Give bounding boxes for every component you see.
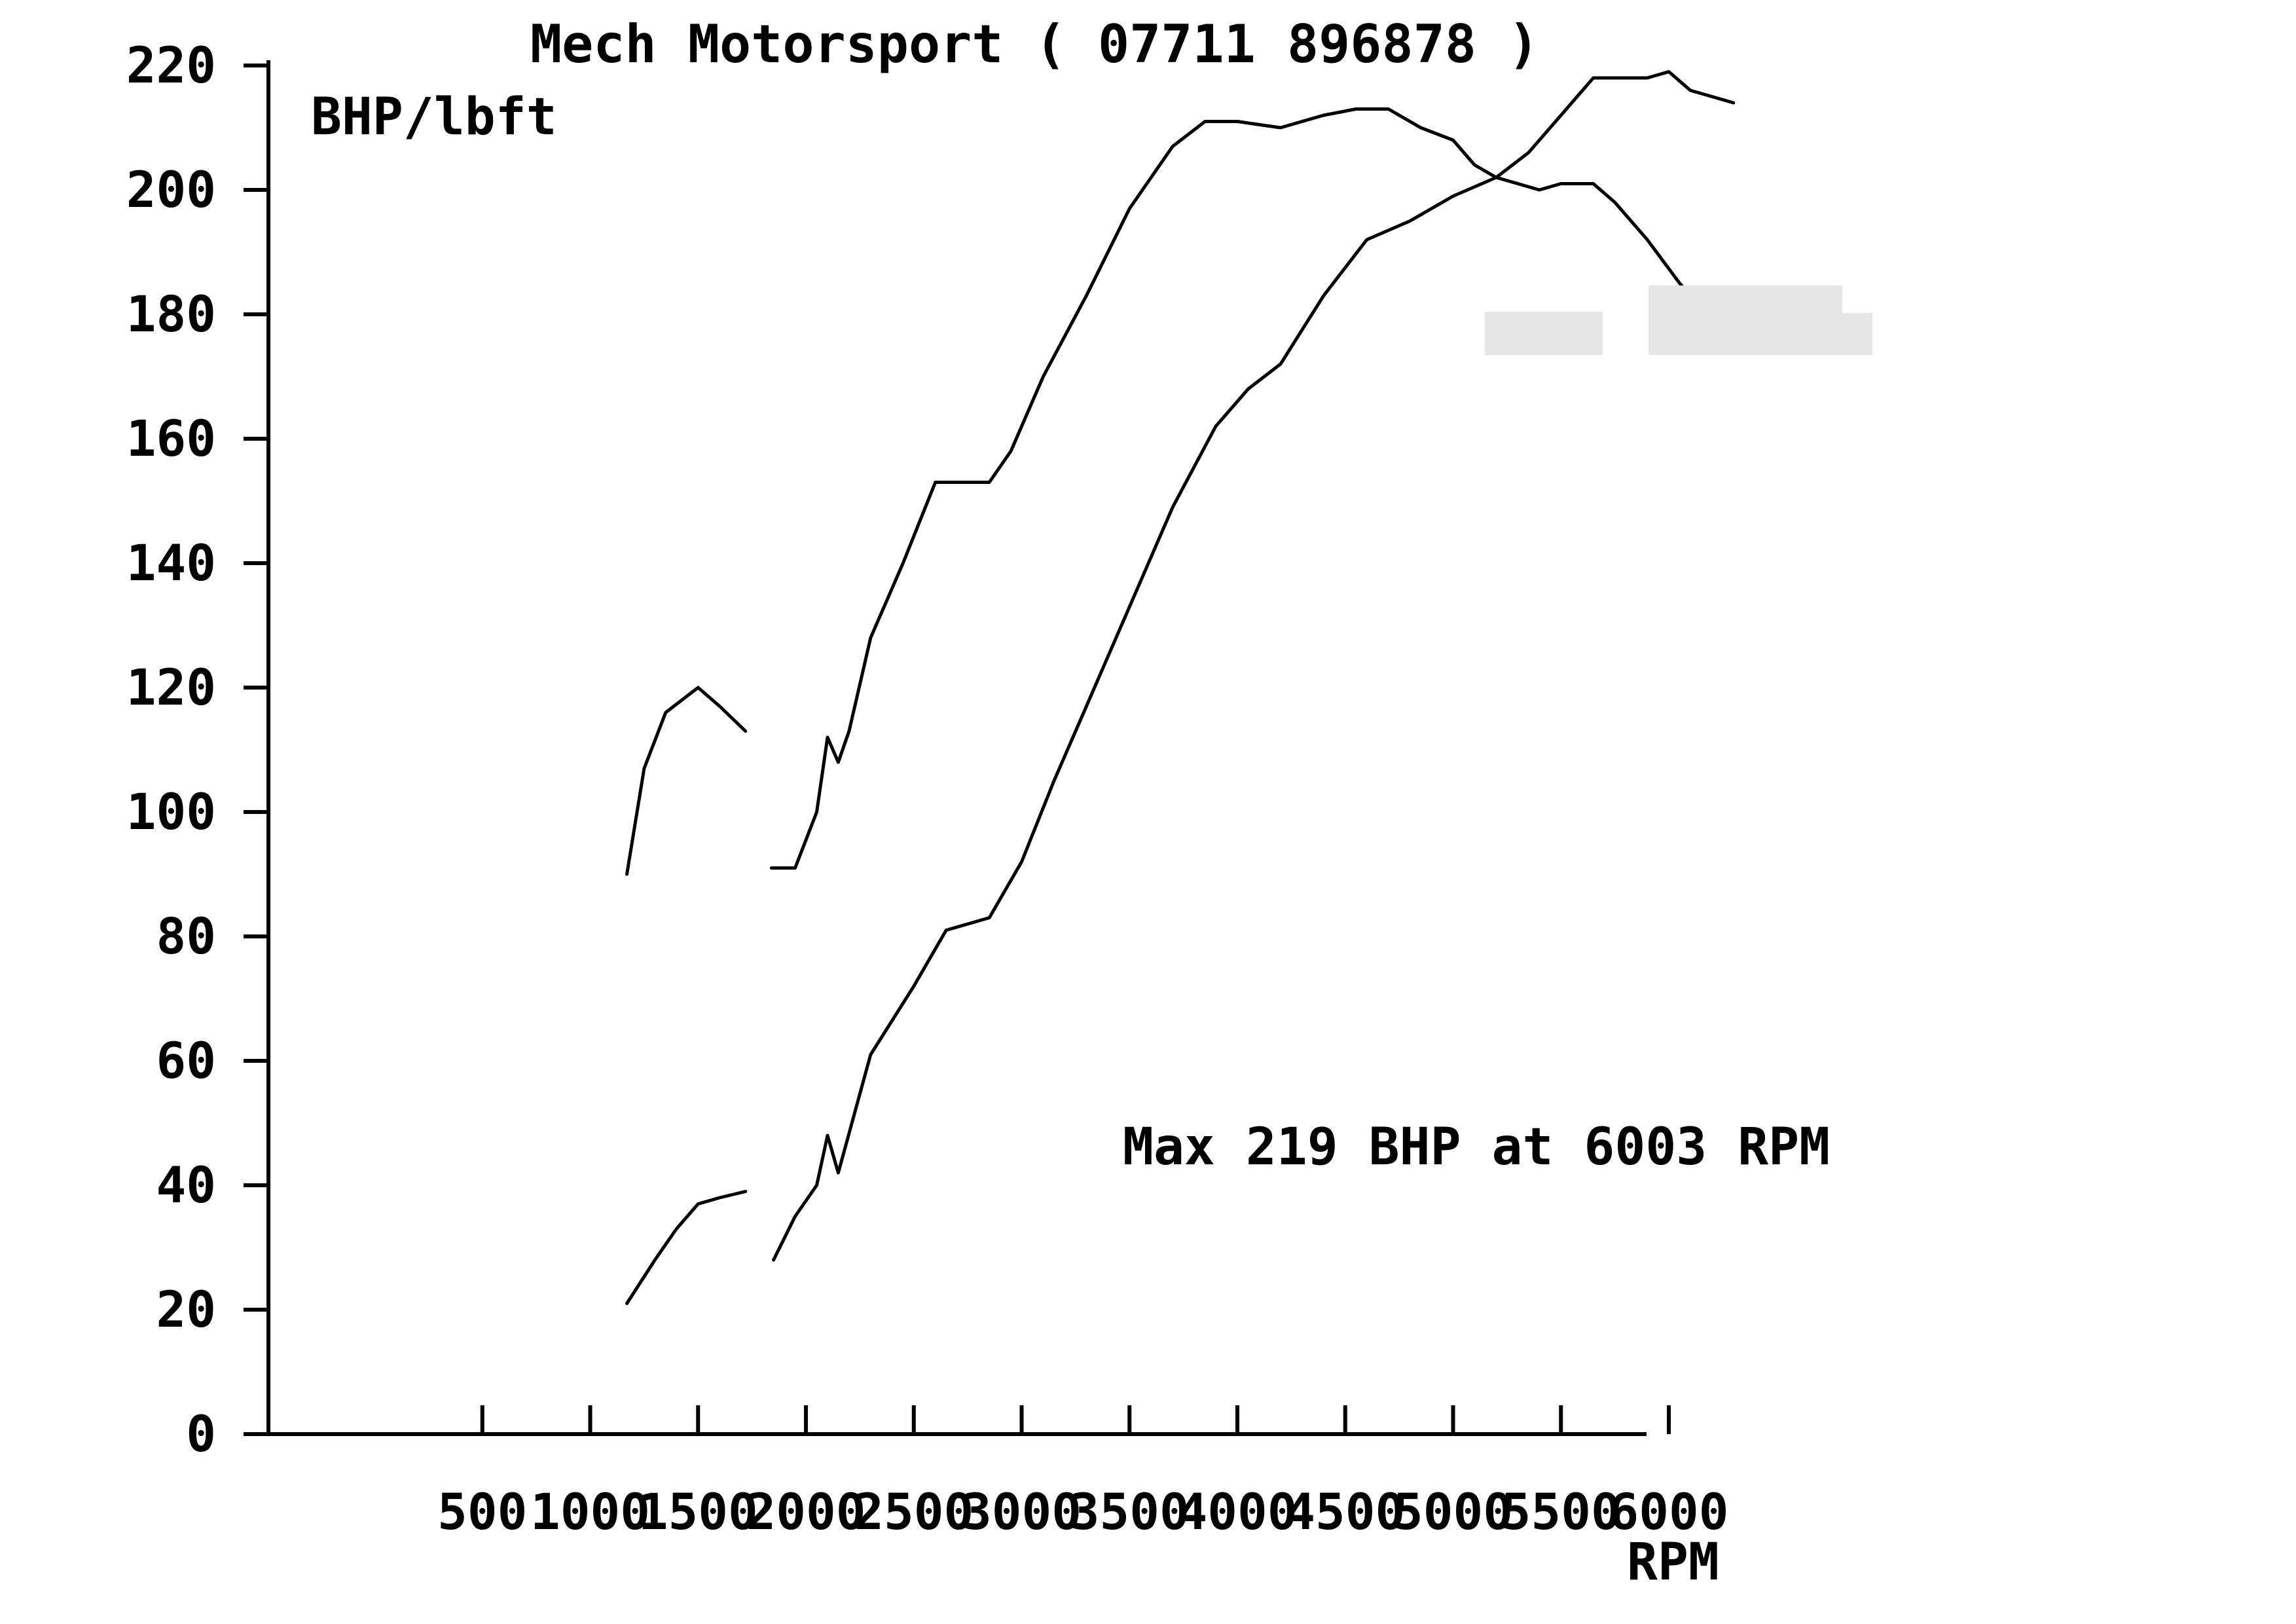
x-tick-label: 3500 xyxy=(1070,1483,1190,1541)
x-axis-label: RPM xyxy=(1627,1533,1719,1592)
x-tick-label: 2500 xyxy=(854,1483,974,1541)
y-tick-label: 100 xyxy=(126,783,216,841)
chart-title: Mech Motorsport ( 07711 896878 ) xyxy=(530,14,1539,75)
series-layer xyxy=(625,70,1736,1305)
y-tick-label: 140 xyxy=(126,534,216,592)
x-tick-label: 6000 xyxy=(1609,1483,1728,1541)
y-tick-label: 80 xyxy=(156,907,216,965)
x-tick-label: 4000 xyxy=(1177,1483,1297,1541)
y-axis-label: BHP/lbft xyxy=(311,88,557,147)
series-1-line-segment xyxy=(625,686,748,876)
y-tick-label: 200 xyxy=(126,160,216,219)
x-tick-label: 1500 xyxy=(638,1483,758,1541)
tick-marks xyxy=(244,64,1671,1434)
x-tick-label: 500 xyxy=(437,1483,527,1541)
series-1 xyxy=(625,107,1736,876)
max-power-annotation: Max 219 BHP at 6003 RPM xyxy=(1123,1118,1830,1177)
series-1-line-segment xyxy=(769,107,1736,870)
series-2-line-segment xyxy=(772,70,1736,1262)
tick-labels: 0 20 40 60 80 100 120 140 160 180 200 220 500 1000150… xyxy=(126,36,1729,1541)
y-tick-label: 40 xyxy=(156,1156,216,1214)
x-tick-label: 2000 xyxy=(746,1483,866,1541)
y-tick-label: 120 xyxy=(126,658,216,716)
y-tick-label: 60 xyxy=(156,1031,216,1090)
y-tick-label: 220 xyxy=(126,36,216,94)
series-2-line-segment xyxy=(625,1190,748,1305)
x-tick-label: 5500 xyxy=(1501,1483,1621,1541)
x-tick-label: 1000 xyxy=(530,1483,650,1541)
axes xyxy=(244,60,1647,1436)
x-tick-label: 5000 xyxy=(1393,1483,1513,1541)
redaction-block xyxy=(1485,312,1603,355)
y-tick-label: 0 xyxy=(186,1405,216,1463)
redaction-block xyxy=(1807,313,1872,355)
x-tick-label: 4500 xyxy=(1285,1483,1405,1541)
y-tick-label: 20 xyxy=(156,1280,216,1338)
series-2 xyxy=(625,70,1736,1305)
y-tick-label: 160 xyxy=(126,409,216,468)
y-tick-label: 180 xyxy=(126,285,216,343)
x-tick-label: 3000 xyxy=(962,1483,1082,1541)
